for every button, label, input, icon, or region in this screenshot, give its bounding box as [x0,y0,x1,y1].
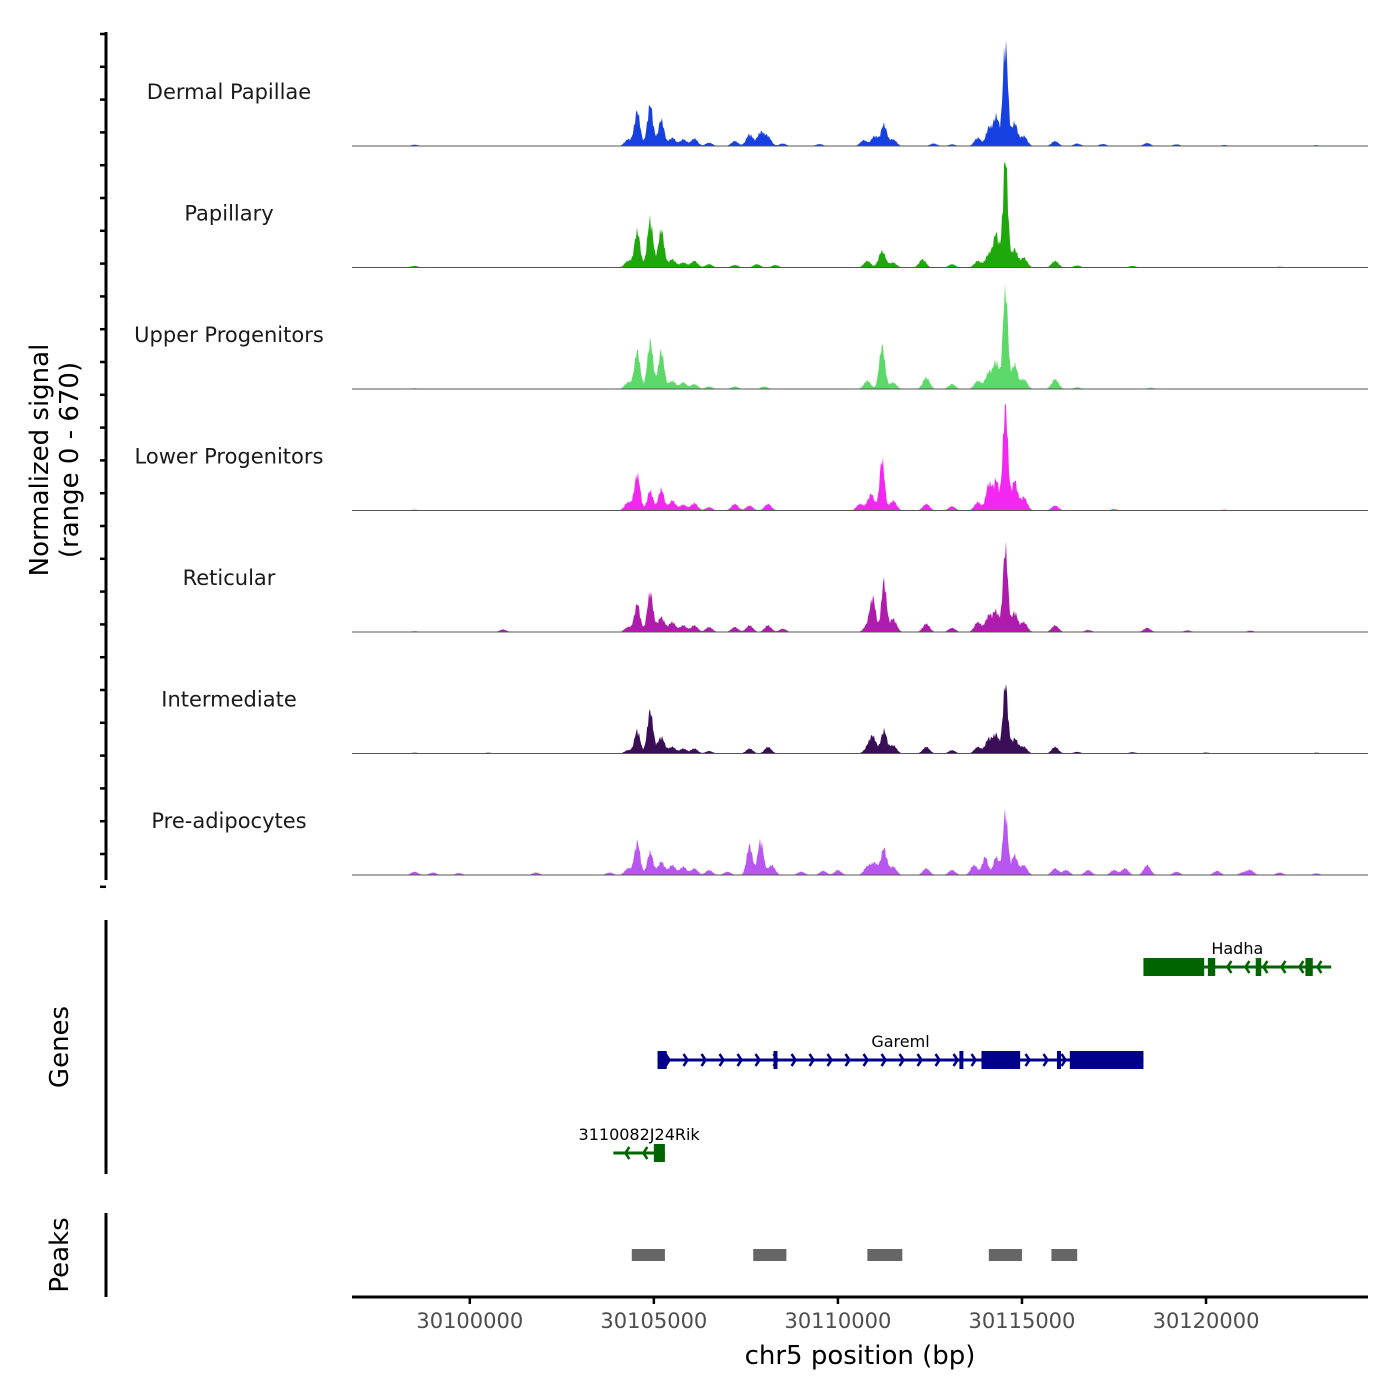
strand-arrow [808,1053,816,1067]
gene-hadha: Hadha [1143,939,1332,976]
gene-exon [981,1051,1021,1069]
gene-name-label: Hadha [1211,939,1263,958]
strand-arrow [826,1053,834,1067]
track-intermediate: Intermediate [161,683,1368,754]
x-tick-label: 30100000 [416,1309,523,1333]
strand-arrow [1261,960,1269,974]
strand-arrow [1042,1053,1050,1067]
peaks-track-label: Peaks [45,1217,75,1292]
track-reticular: Reticular [183,540,1368,633]
strand-arrow [790,1053,798,1067]
strand-arrow [664,1053,672,1067]
strand-arrow [844,1053,852,1067]
gene-exon [1305,958,1313,976]
strand-arrow [1279,960,1287,974]
peak-region [631,1249,665,1261]
gene-exon [1207,958,1216,976]
strand-arrow [1225,960,1233,974]
strand-arrow [952,1053,960,1067]
strand-arrow [880,1053,888,1067]
track-label: Upper Progenitors [134,323,324,347]
track-label: Papillary [184,202,273,226]
gene-exon [1255,958,1262,976]
strand-arrow [898,1053,906,1067]
peak-region [988,1249,1022,1261]
track-label: Pre-adipocytes [151,809,306,833]
gene-exon [1143,958,1205,976]
gene-name-label: 3110082J24Rik [579,1125,701,1144]
strand-arrow [1297,960,1305,974]
track-label: Reticular [183,566,276,590]
y-axis-title-range: (range 0 - 670) [55,362,85,558]
coverage-area [352,683,1368,754]
strand-arrow [1243,960,1251,974]
track-upper-progenitors: Upper Progenitors [134,283,1368,390]
track-label: Lower Progenitors [135,445,324,469]
coverage-area [352,283,1368,389]
x-tick-label: 30120000 [1153,1309,1260,1333]
track-label: Dermal Papillae [147,80,311,104]
y-axis-title: Normalized signal(range 0 - 670) [25,344,85,577]
strand-arrow [970,1053,978,1067]
peak-region [867,1249,903,1261]
track-dermal-papillae: Dermal Papillae [147,40,1368,147]
strand-arrow [916,1053,924,1067]
strand-arrow [682,1053,690,1067]
coverage-area [352,540,1368,632]
track-label: Intermediate [161,688,297,712]
coverage-area [352,808,1368,875]
track-lower-progenitors: Lower Progenitors [135,404,1368,511]
coverage-area [352,40,1368,146]
gene-exon [773,1051,778,1069]
strand-arrow [934,1053,942,1067]
strand-arrow [718,1053,726,1067]
gene-exon [653,1144,665,1162]
gene-exon [959,1051,964,1069]
gene-exon [1069,1051,1144,1069]
y-axis-title-line1: Normalized signal [25,344,55,577]
coverage-area [352,161,1368,268]
gene-exon [1056,1051,1061,1069]
gene-name-label: Gareml [871,1032,929,1051]
strand-arrow [736,1053,744,1067]
x-axis-title: chr5 position (bp) [745,1341,976,1371]
track-papillary: Papillary [184,161,1368,268]
strand-arrow [641,1146,649,1160]
x-tick-label: 30110000 [784,1309,891,1333]
peak-region [1051,1249,1078,1261]
strand-arrow [1315,960,1323,974]
gene-exon [657,1051,667,1069]
coverage-area [352,404,1368,511]
strand-arrow [1060,1053,1068,1067]
strand-arrow [623,1146,631,1160]
genes-track-label: Genes [45,1006,75,1088]
strand-arrow [862,1053,870,1067]
peak-region [753,1249,787,1261]
track-pre-adipocytes: Pre-adipocytes [151,808,1368,876]
strand-arrow [700,1053,708,1067]
gene-gareml: Gareml [657,1032,1144,1069]
gene-3110082j24rik: 3110082J24Rik [579,1125,701,1162]
x-tick-label: 30115000 [969,1309,1076,1333]
strand-arrow [754,1053,762,1067]
x-tick-label: 30105000 [600,1309,707,1333]
strand-arrow [1024,1053,1032,1067]
